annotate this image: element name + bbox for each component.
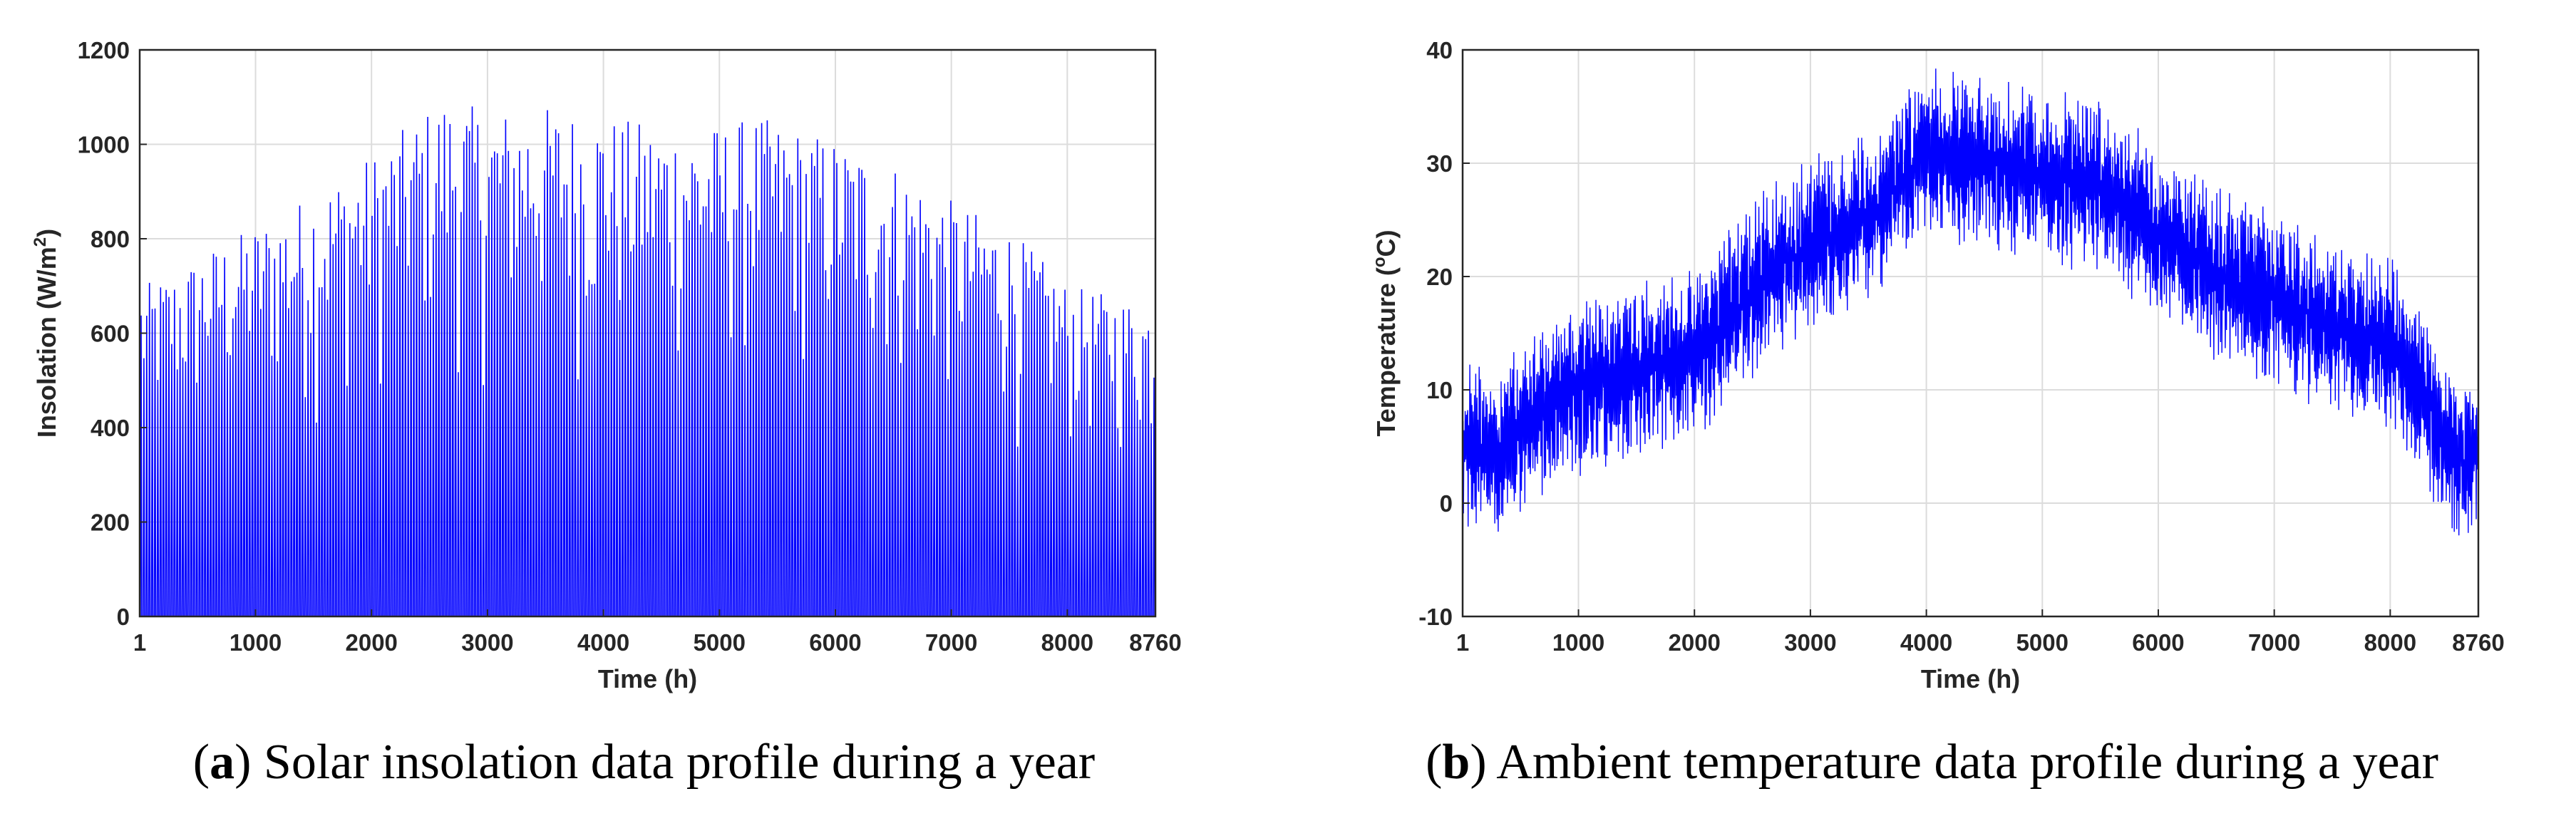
y-axis-label-superscript: 2: [31, 237, 50, 247]
x-tick-label: 7000: [2248, 629, 2300, 656]
x-tick-label: 6000: [2132, 629, 2184, 656]
x-tick-label: 4000: [577, 629, 629, 656]
y-axis-label: Insolation (W/m2): [31, 229, 61, 438]
y-axis-label-superscript: o: [1370, 257, 1389, 267]
x-tick-label: 1: [1456, 629, 1469, 656]
y-tick-label: 20: [1426, 264, 1453, 290]
y-axis-label: Temperature (oC): [1370, 229, 1401, 436]
x-tick-label: 8000: [1041, 629, 1093, 656]
caption-b: (b) Ambient temperature data profile dur…: [1426, 735, 2438, 790]
caption-a: (a) Solar insolation data profile during…: [192, 735, 1096, 790]
y-tick-label: 600: [91, 321, 130, 347]
x-tick-label: 6000: [809, 629, 861, 656]
y-axis-label-end: ): [32, 229, 61, 237]
insolation-chart: 1 1000 2000 3000 4000 5000 6000 7000 8000 8760 0 20…: [31, 37, 1182, 693]
x-tick-label: 2000: [1669, 629, 1721, 656]
y-axis-label-main: Insolation (W/m: [32, 247, 61, 438]
x-tick-label: 2000: [346, 629, 398, 656]
x-tick-label: 5000: [694, 629, 746, 656]
chart-panel-b: 1 1000 2000 3000 4000 5000 6000 7000 8000 8760 -10…: [1288, 0, 2576, 821]
x-tick-label: 7000: [925, 629, 977, 656]
chart-panel-a: 1 1000 2000 3000 4000 5000 6000 7000 8000 8760 0 20…: [31, 37, 1182, 790]
plot-frame: [1461, 48, 2480, 618]
y-tick-label: 1200: [78, 37, 130, 63]
y-tick-label: 800: [91, 226, 130, 252]
x-axis-label: Time (h): [598, 664, 697, 693]
caption-b-text: Ambient temperature data profile during …: [1486, 735, 2438, 790]
caption-a-text: Solar insolation data profile during a y…: [251, 735, 1096, 790]
caption-b-label: b: [1442, 735, 1470, 790]
x-tick-label: 1000: [1552, 629, 1604, 656]
y-tick-label: 40: [1426, 37, 1453, 63]
x-tick-label: 1000: [230, 629, 282, 656]
y-tick-label: 30: [1426, 150, 1453, 177]
temperature-series-line: [1462, 68, 2479, 536]
x-tick-label: 4000: [1900, 629, 1952, 656]
temperature-chart: 1 1000 2000 3000 4000 5000 6000 7000 8000 8760 -10…: [1370, 37, 2505, 693]
x-tick-label: 3000: [461, 629, 513, 656]
x-tick-label: 5000: [2016, 629, 2068, 656]
x-tick-label: 8000: [2364, 629, 2416, 656]
x-tick-label: 8760: [1129, 629, 1181, 656]
x-tick-label: 3000: [1784, 629, 1836, 656]
y-tick-label: 0: [117, 604, 130, 630]
y-axis-label-main: Temperature (: [1371, 267, 1401, 436]
caption-a-label: a: [210, 735, 235, 790]
y-tick-label: 200: [91, 510, 130, 536]
y-tick-label: -10: [1418, 604, 1453, 630]
y-tick-label: 1000: [78, 132, 130, 158]
x-tick-label: 8760: [2452, 629, 2504, 656]
y-tick-label: 10: [1426, 377, 1453, 403]
y-axis-label-end: C): [1371, 229, 1401, 257]
y-tick-label: 0: [1440, 490, 1453, 517]
x-tick-label: 1: [133, 629, 146, 656]
x-axis-label: Time (h): [1921, 664, 2020, 693]
y-tick-label: 400: [91, 415, 130, 441]
insolation-series-line: [140, 106, 1155, 617]
